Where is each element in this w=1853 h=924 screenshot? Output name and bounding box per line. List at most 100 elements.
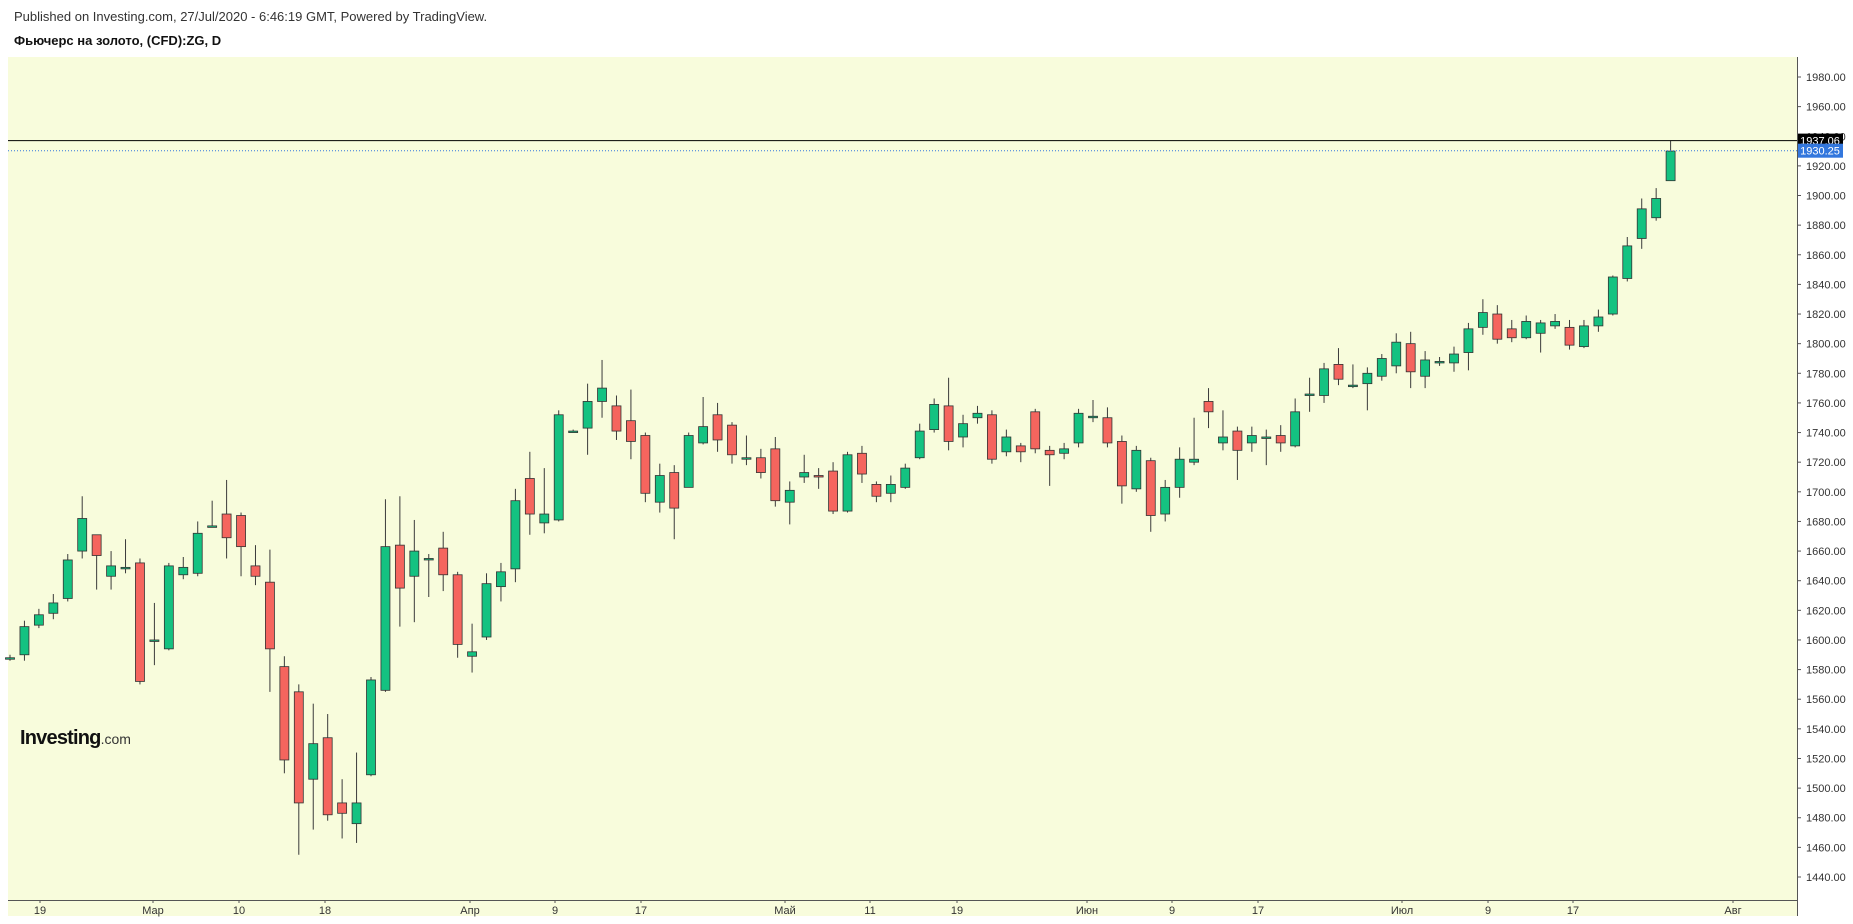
candle-up xyxy=(5,657,15,660)
x-tick-label: 17 xyxy=(1567,905,1579,917)
candle-down xyxy=(640,435,651,494)
x-tick-label: 11 xyxy=(864,905,875,917)
x-tick-label: 17 xyxy=(1252,905,1264,917)
candle-up xyxy=(1160,486,1171,515)
y-tick-label: 1640.00 xyxy=(1806,576,1846,588)
x-tick-label: 9 xyxy=(552,905,558,917)
y-tick-label: 1920.00 xyxy=(1806,161,1846,173)
candle-up xyxy=(496,571,506,588)
candle-down xyxy=(265,581,275,650)
time-axis-background xyxy=(8,900,1797,916)
y-tick-label: 1560.00 xyxy=(1806,694,1846,706)
candle-up xyxy=(62,559,73,599)
candle-down xyxy=(1333,364,1344,380)
candle-up xyxy=(467,651,477,657)
candle-down xyxy=(236,515,246,548)
x-tick-label: 19 xyxy=(34,905,46,917)
candle-up xyxy=(1073,412,1084,444)
y-tick-label: 1620.00 xyxy=(1806,605,1846,617)
candle-down xyxy=(279,666,290,761)
candle-down xyxy=(871,484,882,497)
candle-down xyxy=(1405,343,1416,373)
y-tick-label: 1720.00 xyxy=(1806,457,1846,469)
candle-up xyxy=(1607,276,1618,315)
y-tick-label: 1980.00 xyxy=(1806,72,1846,84)
candle-up xyxy=(423,558,434,561)
candle-up xyxy=(106,565,116,577)
candle-up xyxy=(178,566,189,576)
candle-down xyxy=(857,452,867,475)
candle-up xyxy=(1420,359,1431,377)
candle-down xyxy=(1116,441,1127,487)
y-tick-label: 1860.00 xyxy=(1806,250,1846,262)
candle-up xyxy=(972,412,983,419)
candle-down xyxy=(770,448,781,502)
candle-down xyxy=(943,405,954,442)
candle-up xyxy=(163,565,174,650)
candle-down xyxy=(611,405,622,432)
candle-down xyxy=(1030,411,1041,450)
candle-down xyxy=(1564,326,1575,346)
x-tick-label: 19 xyxy=(951,905,963,917)
candle-up xyxy=(1261,436,1272,439)
candle-up xyxy=(958,423,968,438)
candle-down xyxy=(135,562,145,682)
price-axis-background xyxy=(1797,57,1853,916)
candle-up xyxy=(929,404,940,430)
y-tick-label: 1900.00 xyxy=(1806,191,1846,203)
logo-suffix: .com xyxy=(100,731,131,747)
y-tick-label: 1780.00 xyxy=(1806,368,1846,380)
x-tick-label: Июн xyxy=(1076,905,1098,917)
candle-up xyxy=(1246,435,1257,444)
candle-down xyxy=(221,513,232,539)
candle-up xyxy=(568,430,579,433)
y-tick-label: 1480.00 xyxy=(1806,813,1846,825)
candle-up xyxy=(654,475,665,503)
candle-up xyxy=(885,484,896,494)
investing-logo: Investing.com xyxy=(20,727,131,750)
candle-down xyxy=(337,802,348,814)
y-tick-label: 1460.00 xyxy=(1806,842,1846,854)
last-price-label-bg xyxy=(1798,143,1843,158)
x-tick-label: 17 xyxy=(635,905,647,917)
candle-up xyxy=(1665,150,1676,182)
candle-up xyxy=(553,414,564,521)
candle-up xyxy=(149,639,160,642)
candle-down xyxy=(91,534,102,556)
candle-up xyxy=(1521,321,1532,339)
candle-down xyxy=(828,470,838,512)
x-tick-label: Май xyxy=(774,905,796,917)
candle-down xyxy=(1102,417,1113,444)
candle-down xyxy=(1044,449,1055,456)
y-tick-label: 1440.00 xyxy=(1806,872,1846,884)
candle-down xyxy=(1232,430,1243,451)
candle-up xyxy=(48,602,59,614)
y-tick-label: 1660.00 xyxy=(1806,546,1846,558)
candle-up xyxy=(1131,449,1142,490)
y-tick-label: 1600.00 xyxy=(1806,635,1846,647)
candle-up xyxy=(1463,328,1474,353)
candle-up xyxy=(1636,208,1647,239)
candle-down xyxy=(987,414,997,460)
candle-up xyxy=(1001,436,1012,453)
candle-down xyxy=(755,457,766,473)
candle-up xyxy=(1593,316,1604,327)
candle-down xyxy=(1506,328,1517,339)
candle-up xyxy=(33,614,44,626)
x-tick-label: 9 xyxy=(1169,905,1175,917)
candle-up xyxy=(409,550,420,577)
candle-down xyxy=(438,547,449,576)
candle-down xyxy=(1492,313,1503,340)
x-tick-label: 9 xyxy=(1485,905,1491,917)
chart-symbol-title: Фьючерс на золото, (CFD):ZG, D xyxy=(14,33,222,48)
y-tick-label: 1540.00 xyxy=(1806,724,1846,736)
candle-up xyxy=(19,626,30,656)
candle-up xyxy=(683,435,694,488)
candle-up xyxy=(1189,458,1199,463)
candle-up xyxy=(1304,393,1315,396)
candle-down xyxy=(293,691,304,804)
y-tick-label: 1580.00 xyxy=(1806,665,1846,677)
candle-up xyxy=(784,489,795,503)
y-tick-label: 1740.00 xyxy=(1806,428,1846,440)
